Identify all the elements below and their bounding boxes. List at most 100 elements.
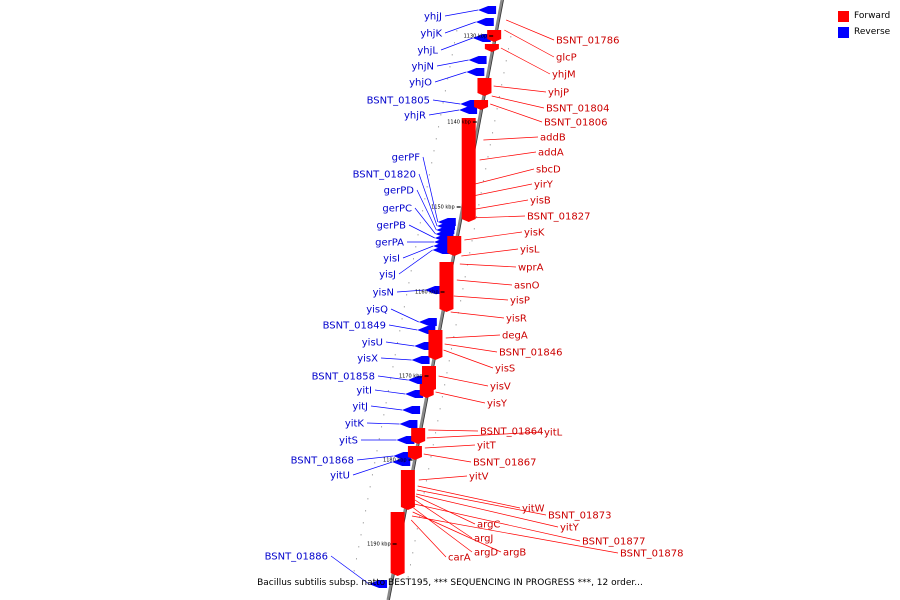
forward-gene-block xyxy=(484,44,499,52)
track-dot xyxy=(416,528,418,530)
track-dot xyxy=(485,168,487,170)
reverse-gene-label: yisI xyxy=(383,254,400,265)
reverse-gene-label: yisJ xyxy=(379,270,396,281)
reverse-gene-arrow xyxy=(478,6,497,14)
reverse-gene-leader xyxy=(388,324,418,331)
forward-gene-leader xyxy=(416,489,547,516)
reverse-gene-label: BSNT_01805 xyxy=(367,96,430,107)
track-dot xyxy=(397,342,399,344)
track-dot xyxy=(487,156,489,158)
forward-gene-leader xyxy=(445,334,501,339)
reverse-swatch xyxy=(838,26,849,38)
track-dot xyxy=(371,474,373,476)
forward-gene-label: degA xyxy=(502,331,528,342)
reverse-gene-label: yhjR xyxy=(404,111,426,122)
reverse-gene-label: yhjK xyxy=(420,29,442,40)
reverse-gene-arrow xyxy=(414,342,433,350)
forward-gene-label: yisL xyxy=(520,245,540,256)
forward-gene-leader xyxy=(413,507,473,553)
reverse-gene-label: yisU xyxy=(362,338,383,349)
track-dot xyxy=(430,456,432,458)
forward-gene-label: BSNT_01786 xyxy=(556,36,619,47)
reverse-gene-leader xyxy=(432,99,461,105)
reverse-gene-arrow xyxy=(399,420,418,428)
forward-gene-label: argC xyxy=(477,520,500,531)
reverse-gene-leader xyxy=(418,173,438,227)
track-dot xyxy=(367,498,369,500)
forward-gene-leader xyxy=(443,349,494,369)
reverse-gene-arrow xyxy=(475,18,494,26)
forward-gene-leader xyxy=(416,493,559,528)
track-dot xyxy=(442,102,444,104)
reverse-gene-leader xyxy=(422,156,439,223)
forward-gene-label: BSNT_01846 xyxy=(499,348,562,359)
track-dot xyxy=(417,234,419,236)
forward-gene-leader xyxy=(435,391,486,404)
scale-tick-label: 1150 kbp xyxy=(431,205,455,211)
forward-gene-label: yisV xyxy=(490,382,511,393)
track-dot xyxy=(408,282,410,284)
track-dot xyxy=(403,306,405,308)
track-dot xyxy=(412,552,414,554)
forward-gene-leader xyxy=(428,429,479,432)
forward-gene-leader xyxy=(464,231,523,241)
forward-gene-leader xyxy=(424,444,476,449)
reverse-gene-leader xyxy=(377,375,408,381)
forward-gene-label: yitV xyxy=(469,472,489,483)
forward-gene-label: BSNT_01804 xyxy=(546,104,609,115)
track-dot xyxy=(362,522,364,524)
forward-gene-leader xyxy=(418,475,468,481)
forward-swatch xyxy=(838,10,849,22)
reverse-gene-arrow xyxy=(459,106,478,114)
reverse-gene-arrow xyxy=(405,390,424,398)
forward-gene-label: BSNT_01873 xyxy=(548,511,611,522)
reverse-gene-arrow xyxy=(407,376,426,384)
forward-gene-leader xyxy=(504,29,555,58)
reverse-gene-label: yitS xyxy=(339,436,358,447)
forward-gene-label: asnO xyxy=(514,281,540,292)
reverse-gene-label: BSNT_01868 xyxy=(291,456,354,467)
forward-gene-leader xyxy=(417,485,521,509)
forward-gene-leader xyxy=(490,103,543,123)
track-dot xyxy=(385,402,387,404)
reverse-gene-label: yhjJ xyxy=(424,12,442,23)
track-dot xyxy=(392,366,394,368)
track-dot xyxy=(387,390,389,392)
scale-tick-label: 1170 kbp xyxy=(399,374,423,380)
reverse-gene-leader xyxy=(416,189,437,231)
track-dot xyxy=(407,576,409,578)
track-dot xyxy=(433,150,435,152)
scale-tick-label: 1140 kbp xyxy=(447,120,471,126)
reverse-gene-arrow xyxy=(411,356,430,364)
forward-gene-label: yisY xyxy=(487,399,508,410)
reverse-gene-leader xyxy=(390,308,419,323)
forward-gene-label: carA xyxy=(448,553,471,564)
forward-gene-block xyxy=(477,78,492,96)
forward-gene-label: glcP xyxy=(556,53,577,64)
scale-tick-label: 1190 kbp xyxy=(367,542,391,548)
reverse-gene-leader xyxy=(356,455,394,461)
scale-tick-label: 1180 kbp xyxy=(383,458,407,464)
reverse-gene-leader xyxy=(444,21,476,34)
reverse-gene-label: BSNT_01849 xyxy=(323,321,386,332)
reverse-gene-arrow xyxy=(392,458,411,466)
track-dot xyxy=(501,84,503,86)
track-dot xyxy=(439,408,441,410)
track-dot xyxy=(422,210,424,212)
track-dot xyxy=(419,222,421,224)
forward-gene-label: BSNT_01878 xyxy=(620,549,683,560)
legend-reverse: Reverse xyxy=(838,24,890,40)
forward-gene-label: addB xyxy=(540,133,566,144)
forward-gene-label: yhjP xyxy=(548,88,569,99)
forward-gene-leader xyxy=(483,136,539,141)
track-dot xyxy=(414,540,416,542)
track-dot xyxy=(473,228,475,230)
reverse-gene-label: BSNT_01886 xyxy=(265,552,328,563)
track-dot xyxy=(355,558,357,560)
reverse-gene-leader xyxy=(408,224,435,239)
track-dot xyxy=(510,36,512,38)
forward-gene-leader xyxy=(414,499,473,539)
forward-gene-label: yisS xyxy=(495,364,515,375)
track-dot xyxy=(494,120,496,122)
reverse-gene-leader xyxy=(402,245,434,259)
